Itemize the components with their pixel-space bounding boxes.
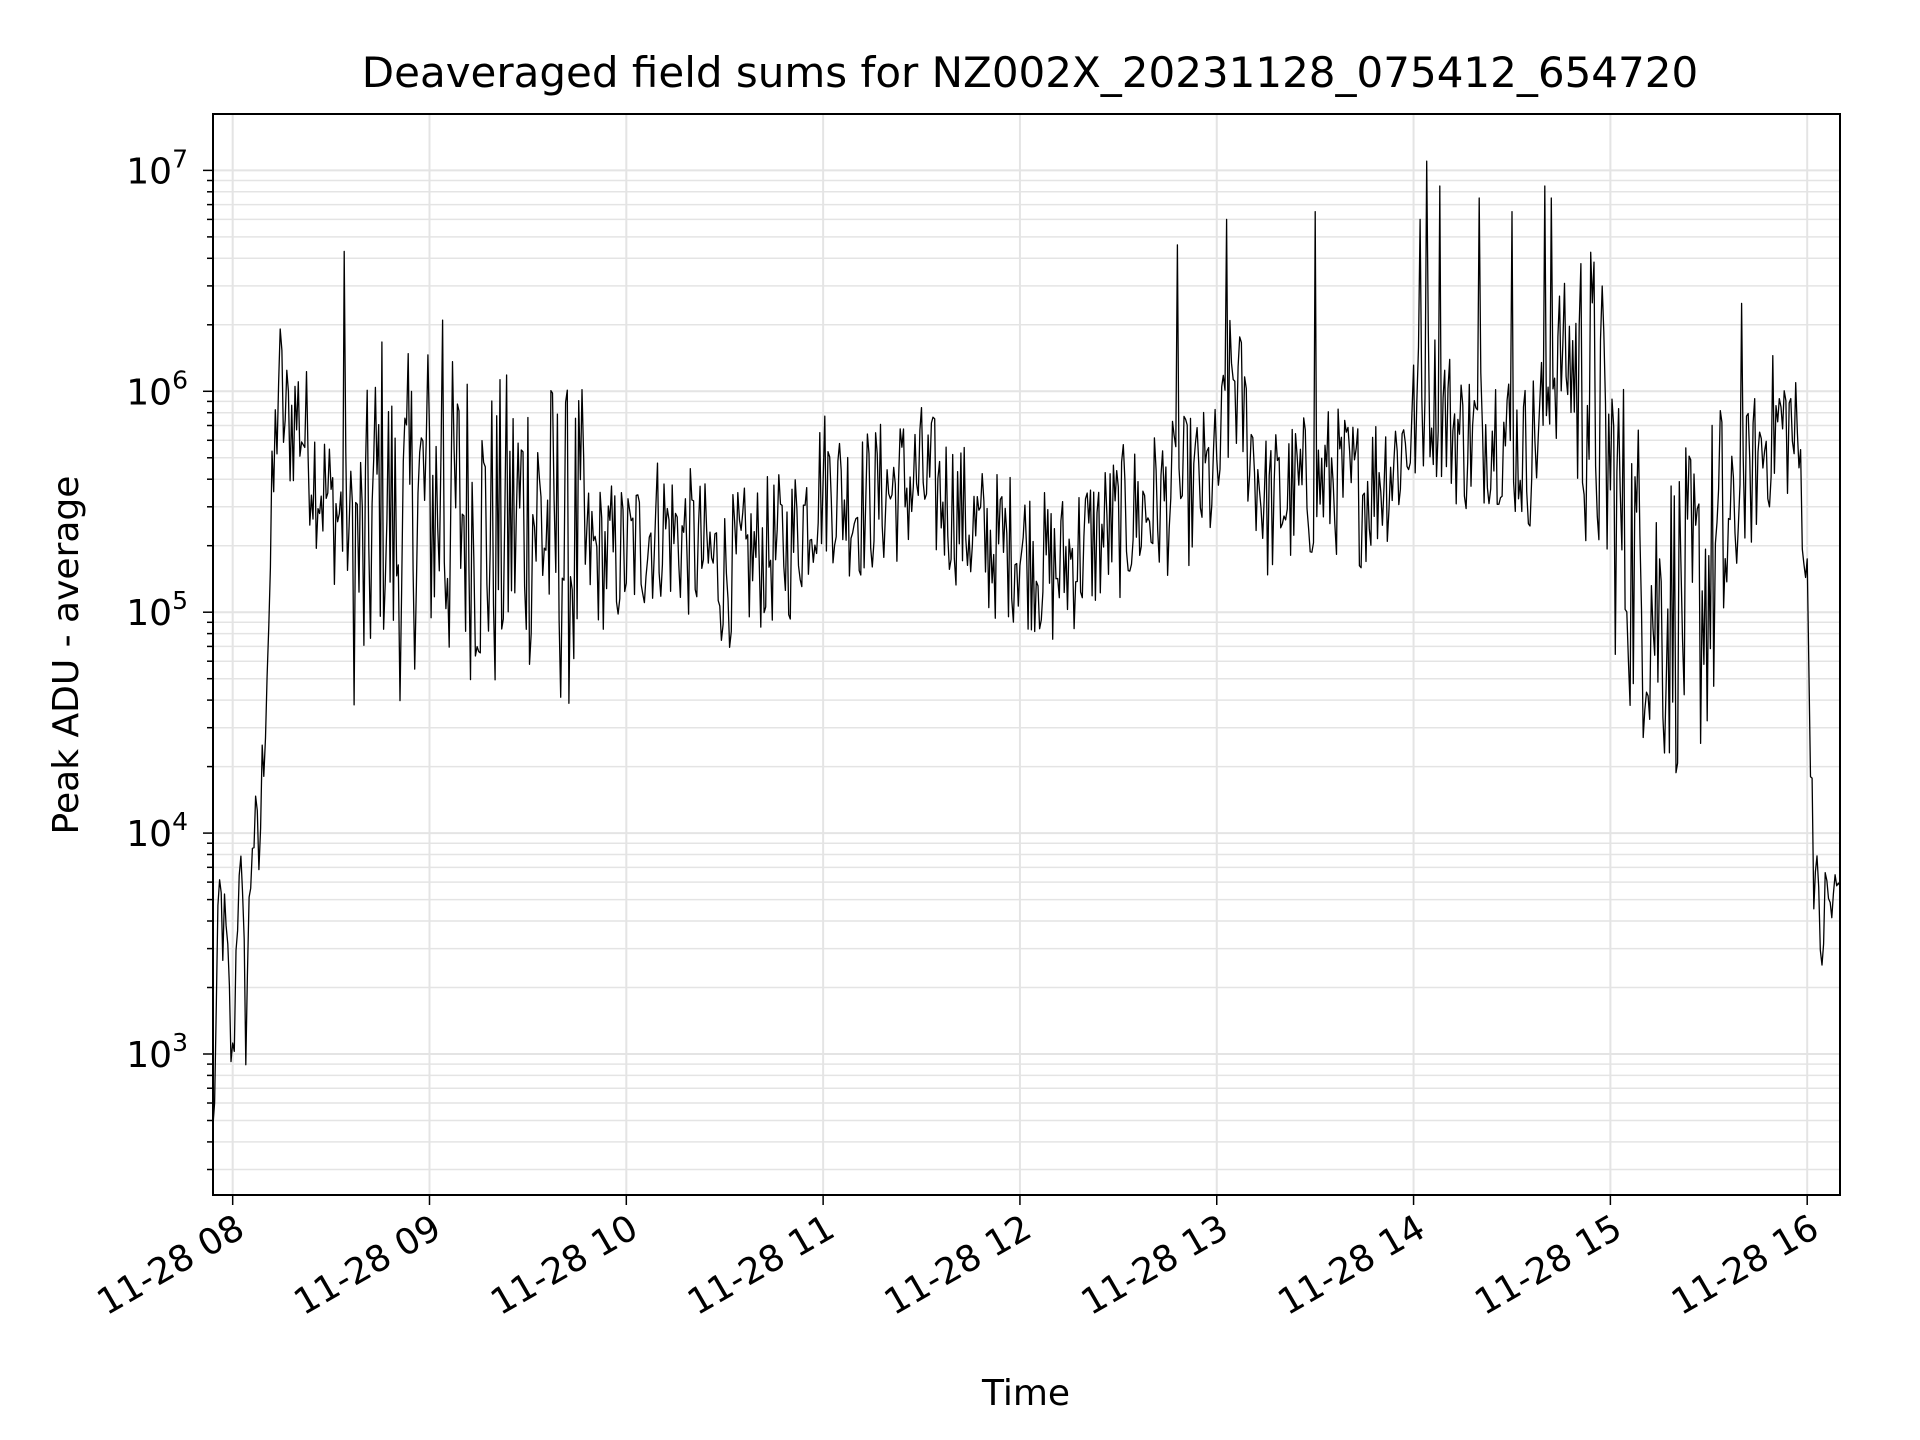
x-axis-label: Time bbox=[981, 1373, 1070, 1414]
y-tick-label: 105 bbox=[126, 586, 188, 634]
y-tick-exponent: 6 bbox=[172, 365, 188, 394]
y-tick-base: 10 bbox=[126, 372, 172, 413]
y-tick-label: 106 bbox=[126, 365, 188, 413]
series-line bbox=[212, 160, 1841, 1125]
plot-frame bbox=[212, 113, 1841, 1196]
y-tick-label: 104 bbox=[126, 807, 188, 855]
y-tick-exponent: 4 bbox=[172, 807, 188, 836]
y-tick-base: 10 bbox=[126, 814, 172, 855]
y-tick-exponent: 7 bbox=[172, 144, 188, 173]
y-tick-exponent: 5 bbox=[172, 586, 188, 615]
y-tick-base: 10 bbox=[126, 593, 172, 634]
grid bbox=[213, 114, 1840, 1195]
chart-title: Deaveraged field sums for NZ002X_2023112… bbox=[362, 48, 1698, 97]
y-tick-base: 10 bbox=[126, 151, 172, 192]
y-tick-label: 107 bbox=[126, 144, 188, 192]
y-axis-label: Peak ADU - average bbox=[46, 476, 87, 835]
y-tick-exponent: 3 bbox=[172, 1028, 188, 1057]
y-tick-label: 103 bbox=[126, 1028, 188, 1076]
y-tick-base: 10 bbox=[126, 1035, 172, 1076]
plot-background bbox=[213, 114, 1840, 1195]
line-layer bbox=[212, 160, 1841, 1125]
